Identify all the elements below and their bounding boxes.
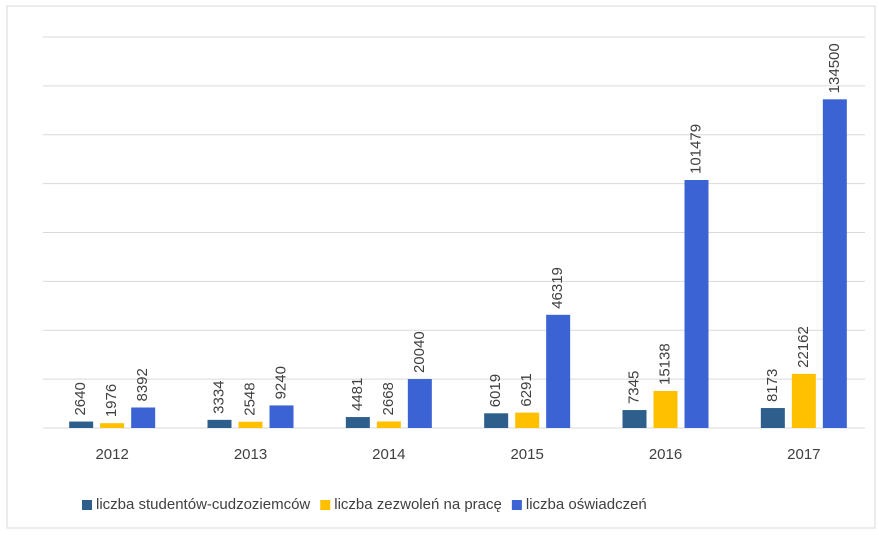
bar	[238, 421, 263, 428]
value-label: 6291	[518, 373, 535, 406]
bar	[684, 180, 709, 428]
bar	[131, 407, 156, 428]
legend-label: liczba zezwoleń na pracę	[334, 496, 502, 513]
bar	[546, 314, 571, 428]
value-label: 2640	[72, 382, 89, 415]
bar	[100, 423, 125, 428]
x-tick-label: 2013	[234, 446, 267, 463]
bar	[69, 421, 94, 428]
value-label: 101479	[687, 124, 704, 174]
bar	[515, 412, 540, 428]
x-tick-label: 2015	[510, 446, 543, 463]
bar	[622, 410, 647, 428]
chart-frame	[6, 5, 876, 529]
value-label: 7345	[625, 371, 642, 404]
bar	[822, 99, 847, 429]
bar	[345, 417, 370, 428]
bar	[653, 391, 678, 428]
value-label: 3334	[210, 380, 227, 413]
legend-swatch	[320, 500, 331, 510]
bar	[376, 421, 401, 428]
legend-swatch	[82, 500, 92, 510]
bar	[207, 419, 232, 428]
value-label: 8173	[764, 369, 781, 402]
value-label: 8392	[134, 368, 151, 401]
bar	[484, 413, 509, 428]
value-label: 46319	[549, 267, 566, 309]
value-label: 15138	[656, 343, 673, 385]
legend-swatch	[511, 500, 522, 510]
x-tick-label: 2014	[372, 446, 405, 463]
value-label: 6019	[487, 374, 504, 407]
x-tick-label: 2017	[787, 446, 820, 463]
legend-label: liczba oświadczeń	[526, 496, 647, 513]
value-label: 1976	[103, 384, 120, 417]
bar	[760, 408, 785, 428]
bar	[407, 379, 432, 428]
value-label: 134500	[826, 43, 843, 93]
bar	[269, 405, 294, 428]
x-tick-label: 2016	[649, 446, 682, 463]
value-label: 2668	[380, 382, 397, 415]
value-label: 22162	[795, 326, 812, 368]
value-label: 9240	[272, 366, 289, 399]
value-label: 2548	[241, 382, 258, 415]
legend-label: liczba studentów-cudzoziemców	[96, 496, 310, 513]
bar	[791, 373, 816, 428]
value-label: 4481	[349, 378, 366, 411]
x-tick-label: 2012	[95, 446, 128, 463]
value-label: 20040	[411, 331, 428, 373]
